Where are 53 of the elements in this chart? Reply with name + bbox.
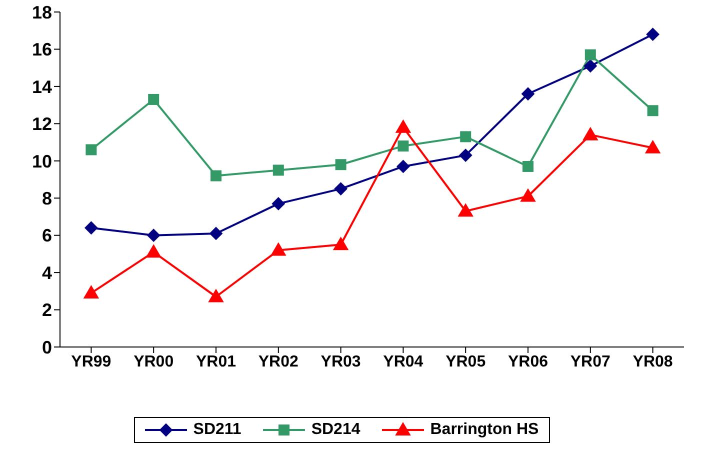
point <box>646 28 660 41</box>
x-tick-label: YR08 <box>632 353 673 370</box>
point <box>272 197 285 210</box>
x-tick-label: YR07 <box>570 353 611 370</box>
point <box>460 131 472 142</box>
point <box>333 237 348 250</box>
point <box>334 182 348 196</box>
point <box>86 144 97 156</box>
y-tick-label: 14 <box>32 76 52 97</box>
legend-label: SD214 <box>310 421 360 439</box>
y-tick-label: 12 <box>32 114 52 134</box>
point <box>210 226 222 240</box>
legend-label: SD211 <box>192 421 242 439</box>
y-tick-label: 0 <box>42 337 52 358</box>
x-tick-label: YR05 <box>446 353 486 370</box>
legend-label: Barrington HS <box>429 421 539 439</box>
x-tick-label: YR06 <box>508 353 548 370</box>
y-tick-label: 18 <box>32 2 52 22</box>
point <box>146 244 162 258</box>
point <box>522 160 534 172</box>
point <box>148 94 160 105</box>
point <box>84 286 99 299</box>
point <box>147 228 160 242</box>
y-tick-label: 8 <box>42 188 52 208</box>
point <box>645 140 660 154</box>
y-tick-label: 2 <box>42 300 52 320</box>
point <box>647 105 658 116</box>
y-tick-label: 16 <box>32 40 52 60</box>
x-tick-label: YR03 <box>320 353 361 370</box>
point <box>272 164 284 176</box>
x-tick-label: YR01 <box>196 353 236 370</box>
y-tick-label: 6 <box>42 226 52 246</box>
point <box>396 120 411 133</box>
x-tick-label: YR04 <box>383 353 424 370</box>
point <box>582 127 598 140</box>
y-tick-label: 4 <box>42 262 52 283</box>
point <box>208 289 224 302</box>
point <box>398 140 409 152</box>
point <box>335 159 346 170</box>
point <box>522 87 534 100</box>
y-tick-label: 10 <box>32 151 52 172</box>
point <box>458 204 474 217</box>
point <box>584 49 596 60</box>
x-tick-label: YR02 <box>258 353 299 370</box>
point <box>584 59 597 72</box>
point <box>520 188 536 202</box>
point <box>396 160 410 173</box>
x-tick-label: YR00 <box>134 353 174 370</box>
point <box>270 242 286 256</box>
point <box>459 148 472 162</box>
point <box>84 221 98 234</box>
x-tick-label: YR99 <box>71 353 112 370</box>
point <box>210 170 222 182</box>
